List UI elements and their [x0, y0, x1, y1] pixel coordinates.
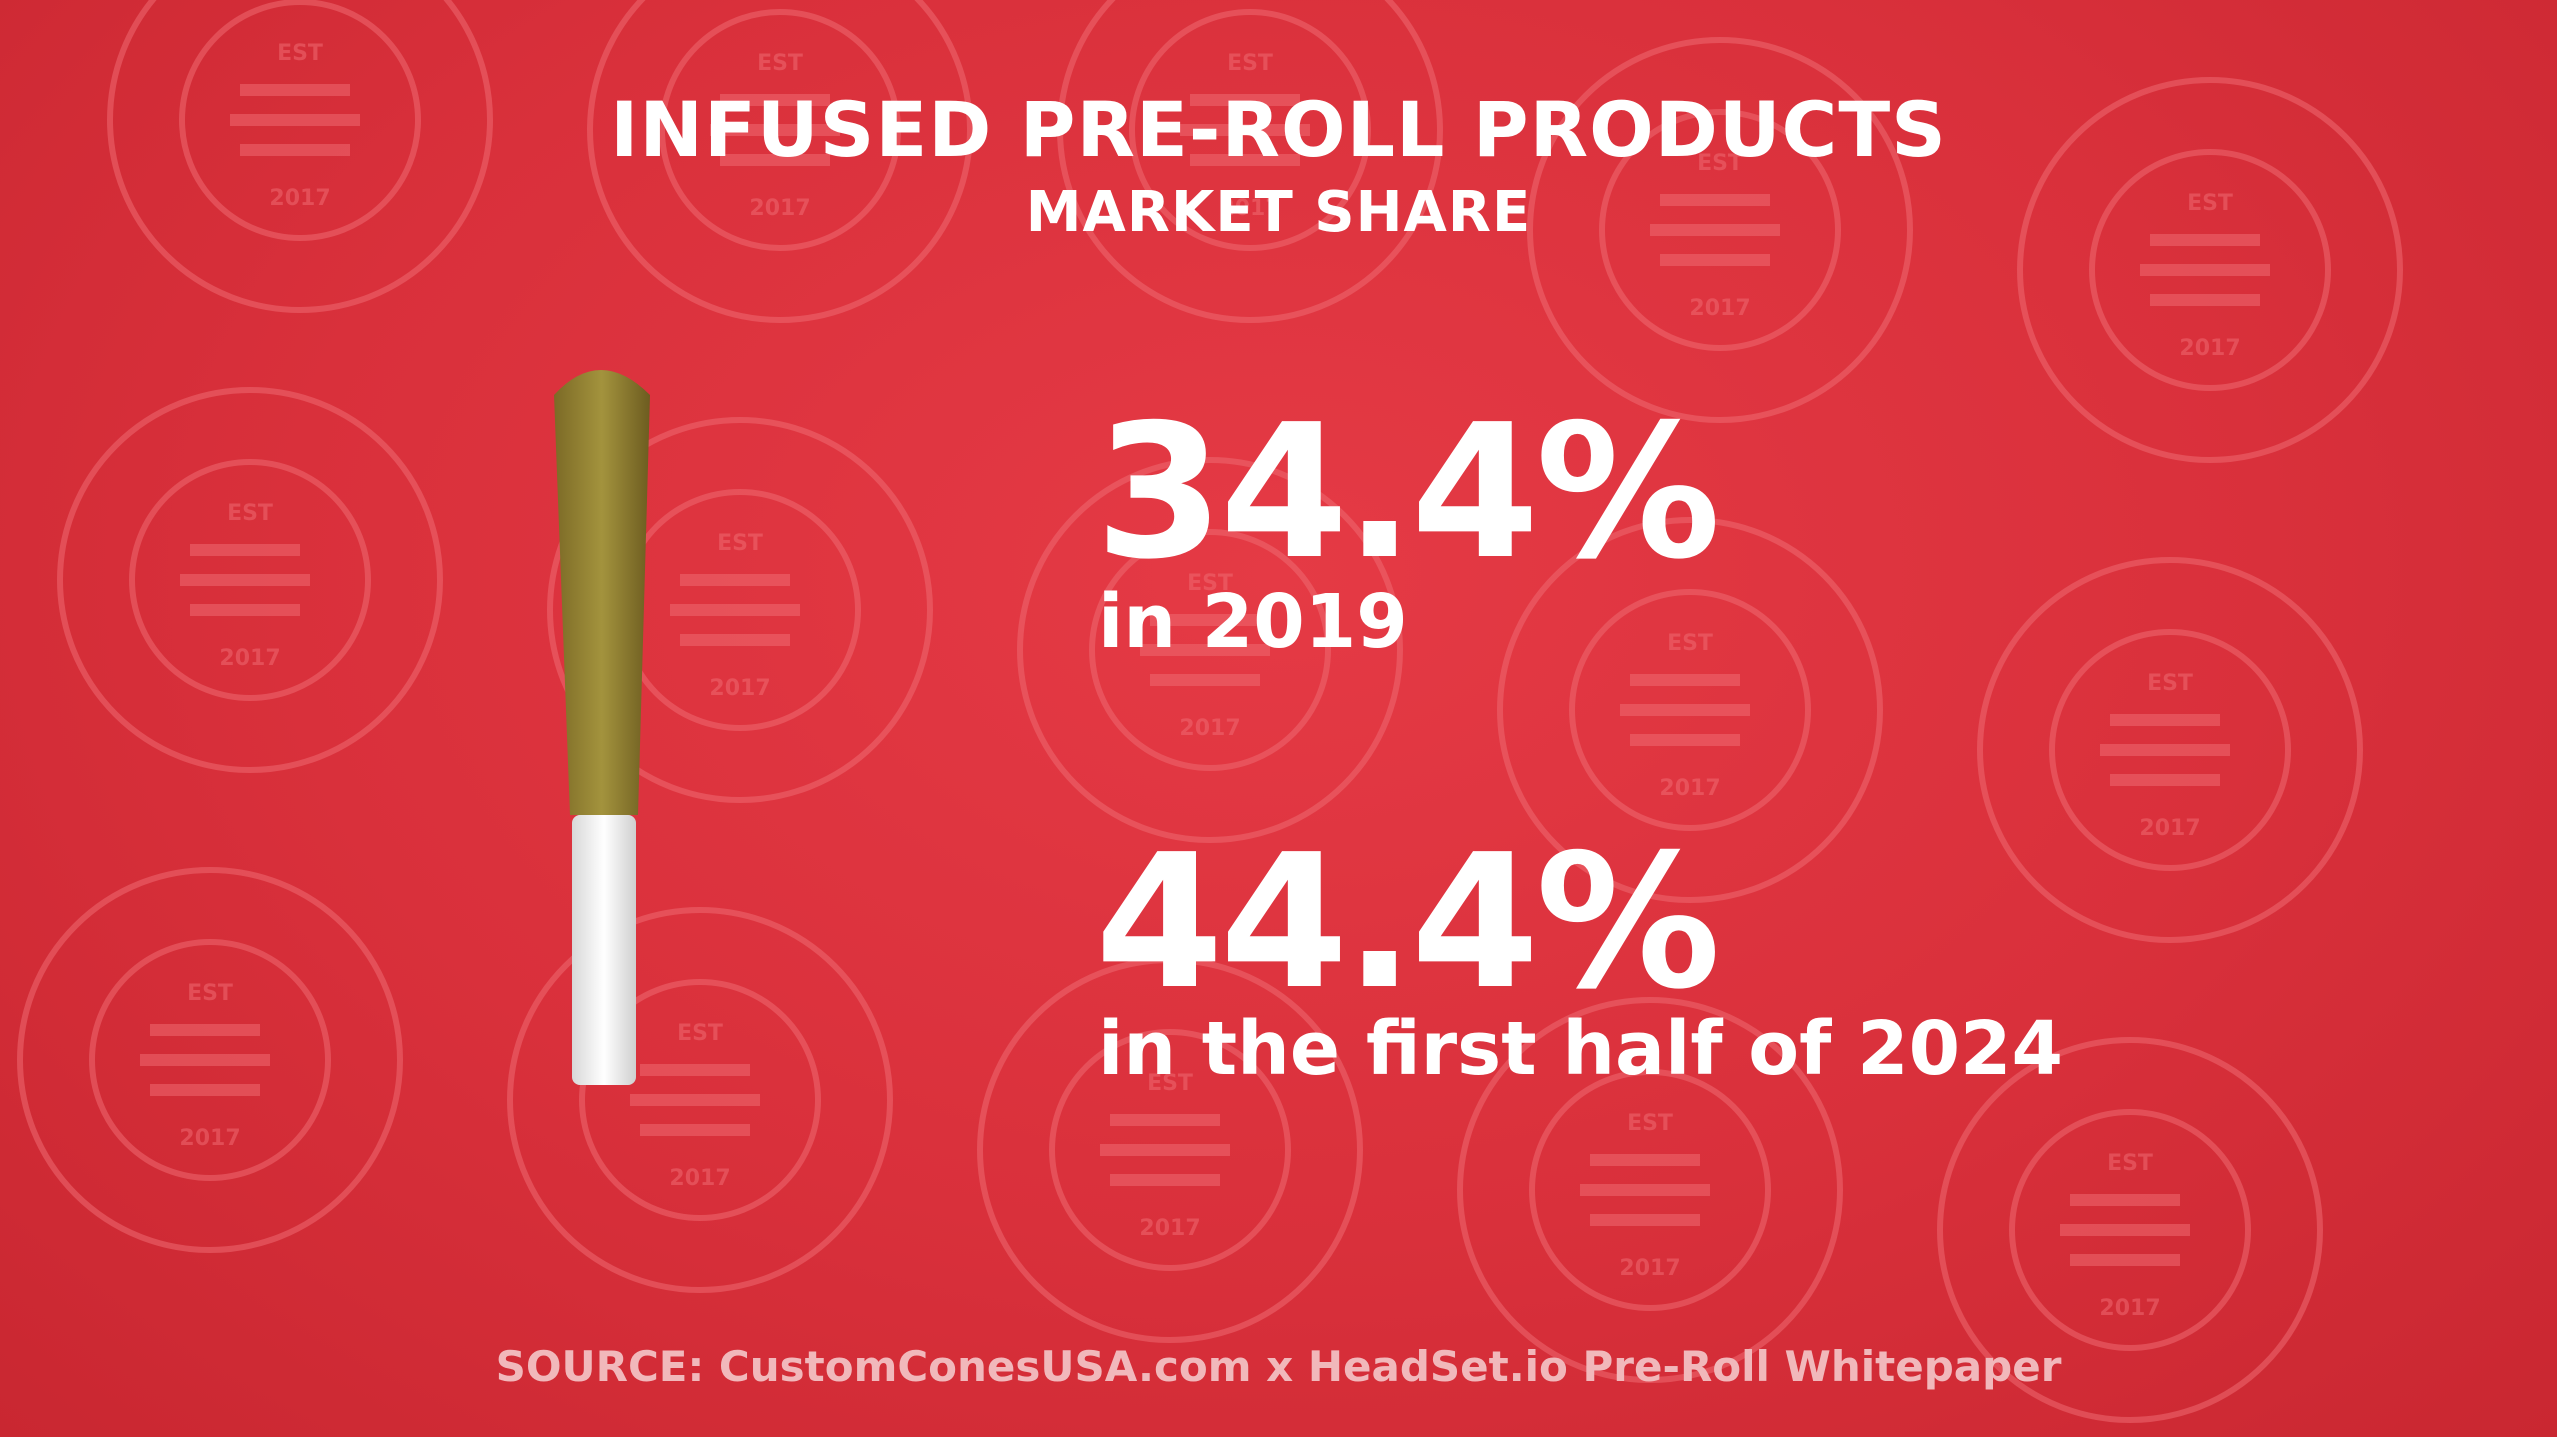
pre-roll-illustration — [554, 370, 650, 1085]
stat-value-2019: 34.4% — [1095, 384, 1721, 600]
stat-label-2019: in 2019 — [1098, 579, 1408, 665]
page-subtitle: MARKET SHARE — [1025, 180, 1532, 245]
stat-label-2024: in the first half of 2024 — [1098, 1006, 2064, 1092]
source-line: SOURCE: CustomConesUSA.com x HeadSet.io … — [0, 1342, 2557, 1391]
page-title: INFUSED PRE-ROLL PRODUCTS — [610, 85, 1947, 174]
source-text: CustomConesUSA.com x HeadSet.io Pre-Roll… — [718, 1342, 2062, 1391]
stat-value-2024: 44.4% — [1095, 814, 1721, 1030]
source-label: SOURCE: — [495, 1342, 705, 1391]
